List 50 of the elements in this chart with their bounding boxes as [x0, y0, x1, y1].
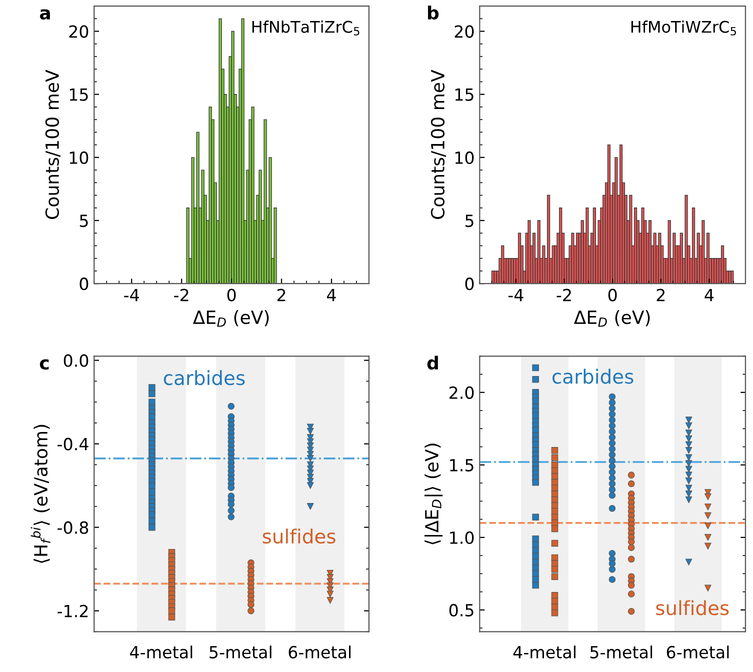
annotation: sulfides — [262, 528, 336, 544]
y-tick-label: 1.0 — [450, 531, 474, 544]
chart-title: c — [40, 359, 49, 370]
annotation: HfMoTiWZrC$_{5}$ — [631, 20, 736, 36]
y-tick-label: 1.5 — [450, 459, 474, 472]
y-tick-label: -0.4 — [58, 438, 88, 450]
y-tick-label: 5 — [465, 214, 474, 228]
x-tick-label: 6-metal — [666, 646, 729, 658]
y-tick-label: 10 — [455, 151, 474, 164]
x-tick-label: 0 — [227, 288, 236, 302]
chart-title: d — [427, 356, 438, 370]
x-tick-label: 4 — [704, 288, 714, 302]
y-axis-title: Counts/100 meV — [430, 70, 446, 219]
annotation: HfNbTaTiZrC$_{5}$ — [252, 20, 360, 36]
annotation: carbides — [552, 368, 634, 384]
x-tick-label: 5-metal — [590, 646, 652, 658]
x-tick-label: 2 — [656, 288, 665, 302]
x-tick-label: -2 — [556, 288, 571, 302]
y-tick-label: 20 — [454, 25, 474, 38]
y-tick-label: 0 — [465, 278, 474, 290]
y-tick-label: 15 — [70, 88, 88, 101]
chart-title: b — [428, 6, 439, 20]
x-axis-title: ΔE$_{D}$ (eV) — [574, 310, 650, 327]
x-tick-label: -4 — [508, 288, 524, 302]
y-tick-label: 0 — [80, 278, 88, 290]
x-tick-label: 4-metal — [513, 646, 576, 658]
x-tick-label: 0 — [608, 288, 617, 302]
y-tick-label: -1.2 — [58, 604, 88, 618]
y-tick-label: 2.0 — [450, 386, 474, 399]
x-tick-label: 4-metal — [130, 646, 192, 658]
x-tick-label: -2 — [174, 288, 188, 302]
x-axis-title: ΔE$_{D}$ (eV) — [192, 310, 269, 327]
y-tick-label: -0.8 — [58, 521, 88, 534]
x-tick-label: 2 — [277, 288, 286, 302]
x-tick-label: 5-metal — [210, 646, 272, 658]
annotation: carbides — [164, 370, 245, 386]
y-axis-title: Counts/100 meV — [45, 70, 60, 219]
y-tick-label: 20 — [69, 25, 88, 38]
annotation: sulfides — [656, 600, 729, 616]
y-axis-title: ⟨|ΔE$_{D}$|⟩ (eV) — [424, 444, 443, 544]
x-tick-label: -4 — [124, 288, 139, 302]
y-tick-label: 0.5 — [449, 604, 474, 616]
x-tick-label: 6-metal — [288, 646, 351, 658]
y-tick-label: 5 — [80, 214, 88, 228]
x-tick-label: 4 — [327, 288, 336, 302]
y-tick-label: 10 — [70, 151, 88, 164]
y-tick-label: 15 — [455, 88, 474, 101]
chart-title: a — [40, 9, 50, 20]
y-axis-title: ⟨H$_{f}$$^{bi}$⟩ (eV/atom) — [30, 424, 50, 563]
y-tick-label: 0.0 — [64, 354, 88, 367]
